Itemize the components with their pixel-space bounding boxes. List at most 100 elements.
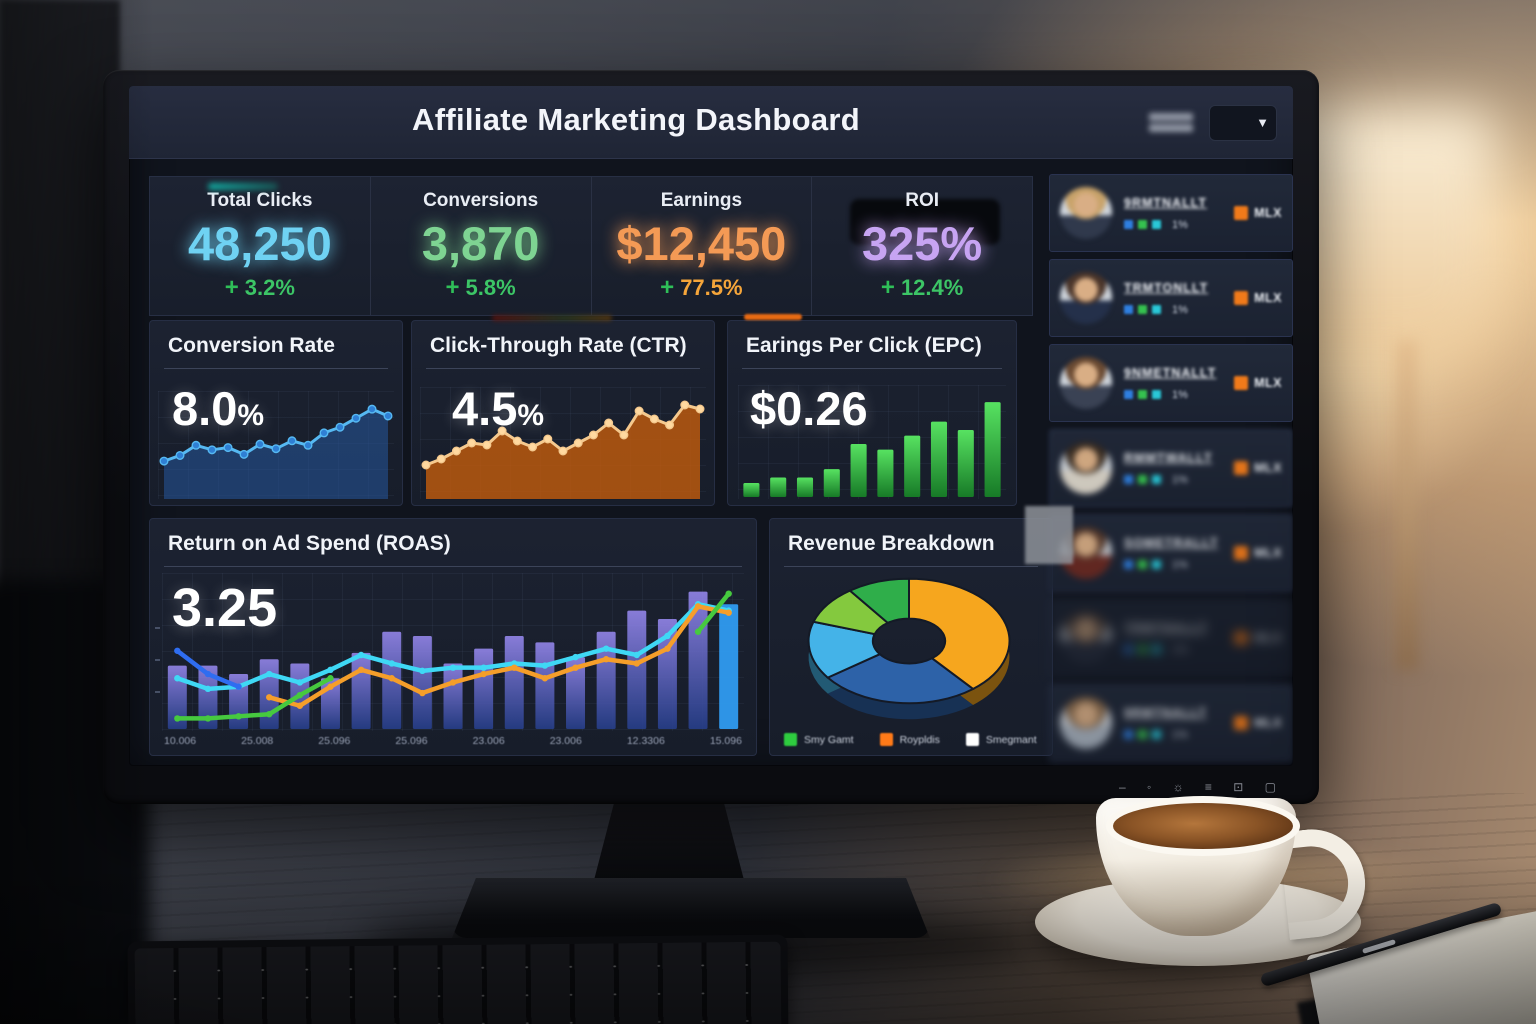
avatar [1060, 357, 1112, 409]
partner-name: 9RMTNALLT [1124, 195, 1208, 210]
card-title: Conversion Rate [168, 334, 335, 357]
partner-row[interactable]: 9RMTNALLT 1% MLX [1049, 174, 1293, 252]
partner-row[interactable]: 9NMETNALLT 1% MLX [1049, 344, 1293, 422]
kpi-total-clicks: Total Clicks 48,250 +3.2% [150, 177, 370, 315]
legend-item: Smegmant [965, 733, 1037, 746]
kpi-earnings: Earnings $12,450 +77.5% [590, 177, 812, 315]
partner-name: RMMTWALLT [1124, 450, 1213, 465]
ctr-value: 4.5% [452, 382, 545, 435]
stat-icons: 1% [1124, 729, 1234, 741]
revenue-donut-chart [788, 575, 1030, 725]
monitor: Affiliate Marketing Dashboard ▼ Total Cl… [103, 70, 1319, 804]
legend-swatch [965, 733, 979, 746]
date-range-dropdown[interactable]: ▼ [1209, 105, 1277, 141]
x-axis-label: 23.006 [549, 735, 582, 747]
partner-badge: MLX [1234, 631, 1282, 645]
partners-sidebar: 9RMTNALLT 1% MLX TRMTONLLT 1% MLX 9NMETN… [1049, 174, 1293, 762]
orange-badge-icon [1234, 631, 1249, 645]
conversion-rate-value: 8.0% [172, 382, 265, 435]
plus-icon: + [224, 274, 239, 301]
legend-swatch [784, 733, 797, 746]
dashboard-screen: Affiliate Marketing Dashboard ▼ Total Cl… [129, 86, 1293, 766]
kpi-delta: +3.2% [224, 274, 295, 301]
divider [164, 368, 388, 369]
kpi-label: Total Clicks [207, 190, 313, 211]
kpi-label: Conversions [423, 190, 539, 211]
partner-row[interactable]: SOMETRALLT 1% MLX [1049, 514, 1293, 592]
orange-badge-icon [1234, 546, 1249, 560]
partner-name: TRMTONLLT [1124, 280, 1209, 295]
kpi-delta: +12.4% [880, 274, 964, 301]
partner-name: 9NMETNALLT [1124, 365, 1217, 380]
pie-legend: Smy Gamt Roypldis Smegmant [784, 733, 1044, 746]
kpi-delta: +77.5% [660, 274, 743, 301]
legend-swatch [879, 733, 893, 746]
blurred-foreground-object [1025, 506, 1073, 564]
partner-badge: MLX [1234, 546, 1282, 560]
keyboard [127, 934, 789, 1024]
monitor-stand-neck [593, 802, 745, 884]
orange-dash-artifact [744, 314, 802, 320]
x-axis-label: 15.096 [709, 735, 742, 747]
avatar [1060, 272, 1112, 324]
kpi-row: Total Clicks 48,250 +3.2% Conversions 3,… [149, 176, 1033, 316]
chevron-down-icon: ▼ [1256, 115, 1269, 130]
partner-badge: MLX [1234, 461, 1282, 475]
partner-badge: MLX [1234, 376, 1282, 390]
kpi-label: ROI [905, 190, 940, 211]
avatar [1060, 442, 1112, 494]
stat-icons: 1% [1124, 304, 1234, 316]
divider [164, 566, 742, 567]
avatar [1060, 612, 1112, 664]
lamp-stem [1396, 340, 1418, 670]
teal-smear-artifact [208, 183, 278, 190]
stat-icons: 1% [1124, 474, 1234, 486]
card-title: Earings Per Click (EPC) [746, 334, 982, 357]
partner-row[interactable]: TRMTONLLT 1% MLX [1049, 259, 1293, 337]
x-axis-label: 25.096 [395, 735, 428, 747]
card-revenue-breakdown: Revenue Breakdown Smy Gamt Roypldis Smeg… [769, 518, 1053, 756]
card-title: Return on Ad Spend (ROAS) [168, 532, 451, 555]
kpi-value: 48,250 [187, 217, 332, 270]
stat-icons: 1% [1124, 219, 1234, 231]
partner-badge: MLX [1234, 206, 1282, 220]
avatar [1060, 697, 1112, 749]
kpi-label: Earnings [660, 190, 743, 211]
legend-label: Smy Gamt [804, 733, 854, 746]
divider [784, 566, 1038, 567]
card-title: Click-Through Rate (CTR) [430, 334, 687, 357]
dashboard-header: Affiliate Marketing Dashboard ▼ [129, 86, 1293, 159]
roas-x-labels: 10.006 25.008 25.096 25.096 23.006 23.006 12.3… [164, 735, 742, 751]
orange-badge-icon [1234, 206, 1249, 220]
card-epc: Earings Per Click (EPC) $0.26 [727, 314, 1017, 506]
legend-item: Roypldis [879, 733, 940, 746]
partner-row[interactable]: RMMTWALLT 1% MLX [1049, 429, 1293, 507]
kpi-value: 3,870 [421, 217, 540, 270]
header-blurred-label [1149, 110, 1193, 136]
keyboard-keys [134, 941, 782, 1024]
partner-badge: MLX [1234, 716, 1282, 730]
card-ctr: Click-Through Rate (CTR) 4.5% [411, 315, 715, 506]
roas-value: 3.25 [172, 578, 278, 638]
smudge-artifact [492, 315, 612, 321]
divider [742, 368, 1002, 369]
x-axis-label: 10.006 [164, 735, 197, 747]
x-axis-label: 25.096 [318, 735, 351, 747]
partner-row[interactable]: TRMTNALLT 1% MLX [1049, 599, 1293, 677]
orange-badge-icon [1234, 376, 1249, 390]
stat-icons: 1% [1124, 389, 1234, 401]
card-title: Revenue Breakdown [788, 532, 995, 555]
orange-badge-icon [1234, 716, 1249, 730]
partner-badge: MLX [1234, 291, 1282, 305]
x-axis-label: 23.006 [472, 735, 505, 747]
page-title: Affiliate Marketing Dashboard [412, 102, 860, 137]
y-axis-ticks [155, 597, 160, 721]
epc-value: $0.26 [750, 382, 868, 435]
partner-row[interactable]: 9RMTNALLT 1% MLX [1049, 684, 1293, 762]
monitor-osd-buttons[interactable]: – ◦ ☼ ≡ ⊡ ▢ [1119, 780, 1285, 794]
avatar [1060, 187, 1112, 239]
coffee-surface [1106, 796, 1300, 856]
kpi-value: $12,450 [616, 217, 787, 270]
orange-badge-icon [1234, 291, 1249, 305]
legend-item: Smy Gamt [784, 733, 854, 746]
